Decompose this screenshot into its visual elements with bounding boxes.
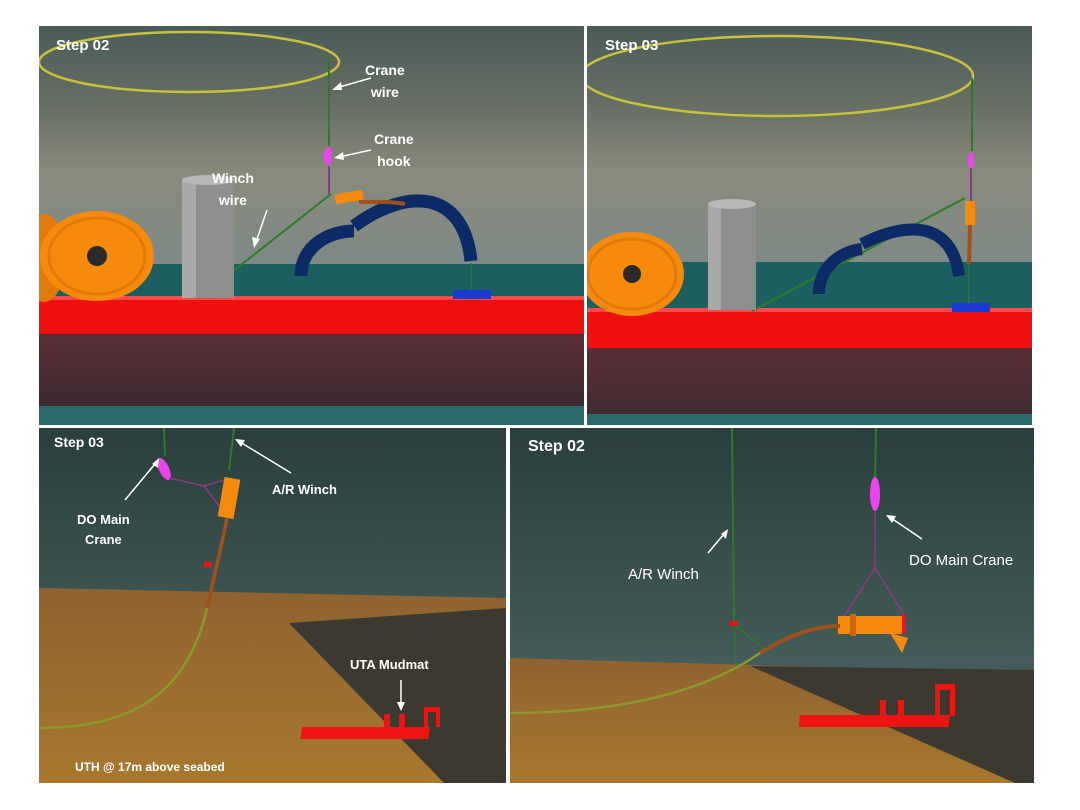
payload-orange bbox=[217, 476, 241, 520]
crane-hook-icon bbox=[968, 152, 974, 168]
scene-bottom-right bbox=[510, 428, 1034, 783]
crane-hook-icon bbox=[324, 147, 332, 165]
arch-right bbox=[859, 223, 965, 277]
ar-winch-wire bbox=[731, 428, 735, 625]
crane-hook-label: Crane hook bbox=[374, 131, 414, 169]
panel-bottom-right-step-02: Step 02 A/R Winch DO Main Crane bbox=[510, 428, 1034, 783]
uth-height-label: UTH @ 17m above seabed bbox=[75, 760, 225, 774]
arch-left bbox=[294, 224, 355, 277]
winch-wire-label: Winch wire bbox=[212, 170, 254, 208]
ar-winch-wire bbox=[228, 428, 235, 471]
blue-base bbox=[952, 303, 990, 312]
scene-top-left bbox=[39, 26, 584, 425]
do-main-crane-wire bbox=[163, 428, 166, 457]
panel-top-right-step-03: Step 03 bbox=[587, 26, 1032, 425]
ar-winch-label: A/R Winch bbox=[628, 566, 699, 583]
step-label: Step 03 bbox=[54, 434, 104, 450]
crane-slew-ring bbox=[39, 30, 341, 94]
scene-bottom-left bbox=[39, 428, 506, 783]
ar-winch-label: A/R Winch bbox=[272, 482, 337, 497]
arch-left bbox=[813, 243, 863, 295]
uta-mudmat bbox=[300, 727, 430, 739]
scene-top-right bbox=[587, 26, 1032, 425]
step-label: Step 02 bbox=[528, 438, 585, 455]
step-label: Step 03 bbox=[605, 37, 659, 54]
step-label: Step 02 bbox=[56, 37, 110, 54]
blue-base bbox=[453, 290, 491, 299]
do-main-crane-hook-icon bbox=[157, 457, 171, 481]
arch-right bbox=[350, 194, 478, 262]
crane-slew-ring bbox=[587, 34, 975, 118]
panel-top-left-step-02: Step 02 Crane wire Crane hook Winch wire bbox=[39, 26, 584, 425]
panel-bottom-left-step-03: Step 03 DO Main Crane A/R Winch UTA Mudm… bbox=[39, 428, 506, 783]
vessel-deck bbox=[39, 296, 584, 334]
payload-orange bbox=[838, 616, 906, 634]
payload-orange bbox=[334, 189, 364, 205]
flexible-pipe bbox=[758, 624, 841, 655]
uta-mudmat-label: UTA Mudmat bbox=[350, 657, 429, 672]
payload-orange bbox=[965, 201, 975, 225]
do-main-crane-label: DO Main Crane bbox=[909, 552, 1014, 569]
do-main-crane-hook-icon bbox=[870, 477, 880, 511]
crane-wire-label: Crane wire bbox=[365, 62, 405, 100]
vessel-deck bbox=[587, 308, 1032, 348]
uta-mudmat bbox=[798, 715, 950, 727]
do-main-crane-wire bbox=[874, 428, 877, 481]
flexible-pipe bbox=[205, 517, 229, 609]
do-main-crane-label: DO Main Crane bbox=[77, 512, 130, 547]
